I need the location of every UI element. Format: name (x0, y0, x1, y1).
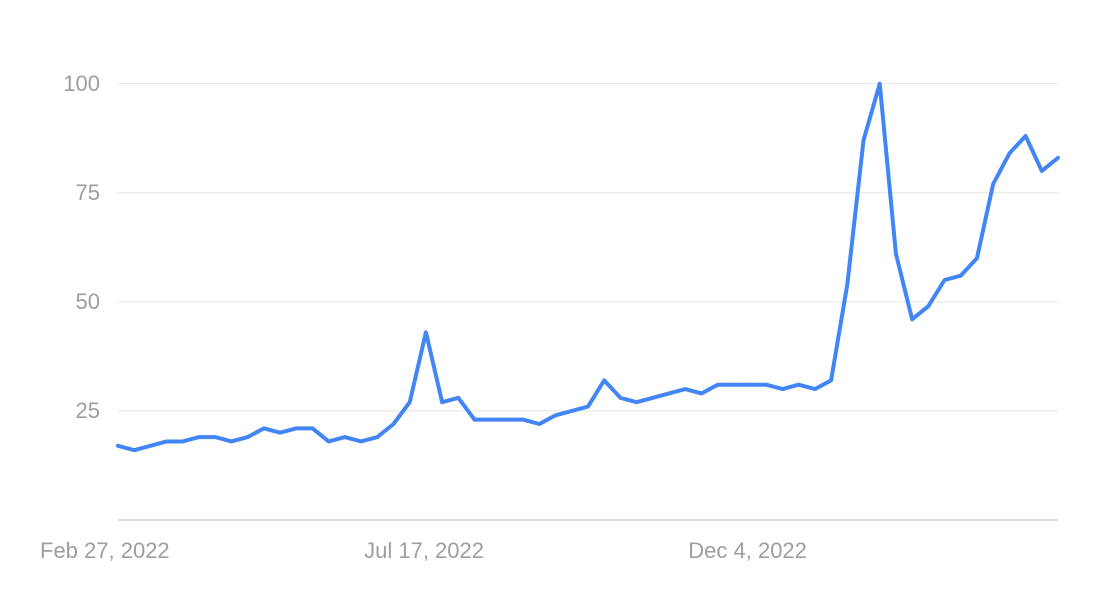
y-tick-label: 100 (63, 71, 100, 97)
y-tick-label: 25 (76, 398, 100, 424)
x-tick-label: Jul 17, 2022 (364, 538, 484, 564)
series-line (118, 84, 1058, 451)
y-tick-label: 50 (76, 289, 100, 315)
y-tick-label: 75 (76, 180, 100, 206)
trends-line-chart: 25 50 75 100 Feb 27, 2022 Jul 17, 2022 Dec 4,… (0, 0, 1093, 605)
x-tick-label: Dec 4, 2022 (688, 538, 807, 564)
plot-area (0, 0, 1093, 605)
x-tick-label: Feb 27, 2022 (40, 538, 170, 564)
